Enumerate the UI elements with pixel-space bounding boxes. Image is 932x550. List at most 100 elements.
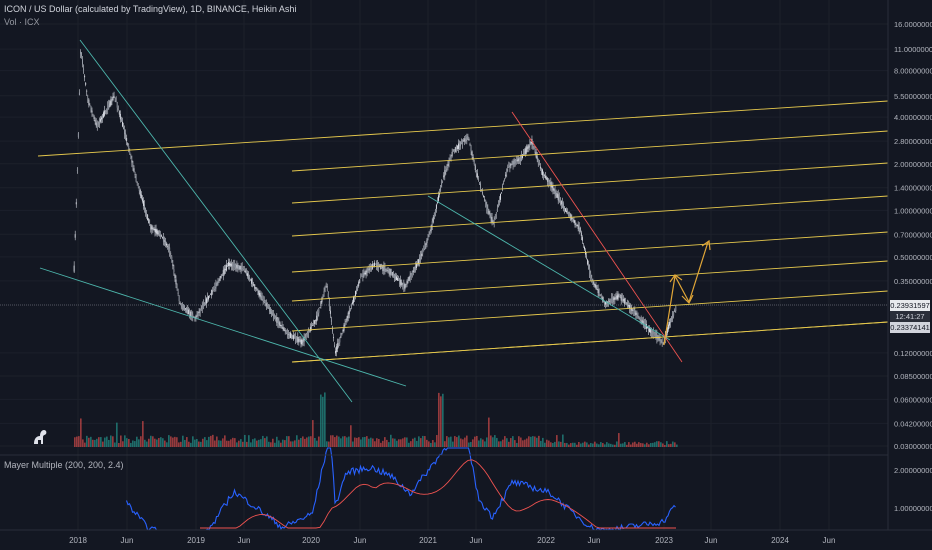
candle-body <box>492 221 494 223</box>
candle-body <box>504 179 506 181</box>
volume-bar <box>184 439 186 447</box>
candle-body <box>673 311 675 316</box>
candle-body <box>562 203 564 210</box>
candle-body <box>557 194 559 201</box>
y-tick-label: 0.06000000 <box>894 395 932 404</box>
volume-bar <box>650 443 652 447</box>
volume-bar <box>136 436 138 447</box>
volume-bar <box>86 435 88 447</box>
drawings[interactable] <box>37 39 889 403</box>
mayer-multiple-pane <box>125 447 676 531</box>
volume-bar <box>114 442 116 447</box>
candle-body <box>529 142 531 147</box>
candle-body <box>565 208 566 212</box>
candle-body <box>446 167 448 169</box>
candle-body <box>320 301 322 307</box>
volume-bar <box>174 436 176 447</box>
candle-body <box>506 169 508 174</box>
volume-bar <box>370 437 372 447</box>
candle-body <box>669 322 670 326</box>
candle-body <box>280 325 282 326</box>
volume-bar <box>266 436 268 447</box>
candle-body <box>661 340 663 343</box>
x-tick-label: Jun <box>121 536 134 545</box>
volume-bar <box>660 442 662 447</box>
logo-icon[interactable] <box>30 426 50 446</box>
candle-body <box>495 213 497 215</box>
volume-bar <box>362 437 364 447</box>
candle-body <box>130 155 132 159</box>
candle-body <box>166 243 167 246</box>
candle-body <box>246 273 248 277</box>
candle-body <box>625 302 627 305</box>
candle-body <box>424 244 426 250</box>
channel-line <box>291 195 889 237</box>
candle-body <box>189 311 191 315</box>
candle-body <box>539 166 541 169</box>
symbol-legend[interactable]: ICON / US Dollar (calculated by TradingV… <box>4 4 297 14</box>
volume-bar <box>610 443 612 447</box>
indicator-legend[interactable]: Mayer Multiple (200, 200, 2.4) <box>4 460 124 470</box>
candle-body <box>294 337 296 339</box>
volume-bar <box>520 437 522 447</box>
candle-body <box>650 329 652 333</box>
volume-bar <box>602 443 604 447</box>
candle-body <box>349 308 351 310</box>
candle-body <box>134 174 136 176</box>
volume-bar <box>496 437 498 447</box>
volume-bar <box>288 436 290 447</box>
volume-bar <box>408 442 410 447</box>
volume-bar <box>126 438 128 447</box>
candle-body <box>608 299 610 304</box>
trendline-2021 <box>427 195 671 341</box>
candle-body <box>235 264 237 268</box>
trendline-resistance <box>511 111 683 363</box>
volume-bar <box>456 437 458 447</box>
candle-body <box>583 246 585 250</box>
candle-body <box>517 158 519 162</box>
volume-bar <box>228 440 230 447</box>
volume-bar <box>532 436 534 447</box>
volume-bar <box>566 442 568 447</box>
indicator-y-tick-label: 1.00000000 <box>894 504 932 513</box>
candle-body <box>173 269 175 273</box>
volume-bar <box>194 439 196 447</box>
volume-bar <box>130 442 132 447</box>
volume-bar <box>644 444 646 447</box>
volume-bar <box>484 441 486 447</box>
candle-body <box>654 332 656 338</box>
candle-body <box>305 333 307 339</box>
candle-body <box>184 308 186 310</box>
candle-body <box>401 282 403 286</box>
candle-body <box>435 204 437 209</box>
candle-body <box>207 297 208 302</box>
candle-body <box>622 299 624 302</box>
volume-bar <box>458 435 460 447</box>
candle-body <box>278 320 280 326</box>
candle-body <box>617 293 619 300</box>
candle-body <box>176 286 178 289</box>
candle-body <box>427 237 429 240</box>
candle-body <box>180 304 182 306</box>
channel-line <box>291 231 889 273</box>
candle-body <box>295 336 297 341</box>
x-tick-label: 2022 <box>537 536 555 545</box>
candle-body <box>595 285 597 290</box>
candle-body <box>470 147 472 151</box>
candle-body <box>251 279 253 284</box>
volume-bar <box>654 442 656 447</box>
volume-bar <box>606 442 608 447</box>
candle-body <box>519 155 521 162</box>
volume-bar <box>462 439 464 447</box>
volume-bar <box>102 441 104 447</box>
candle-body <box>410 273 412 278</box>
candle-body <box>161 236 163 238</box>
mayer-multiple-line <box>125 447 676 531</box>
candle-body <box>496 208 498 211</box>
volume-bar <box>388 442 390 447</box>
volume-bar <box>488 417 490 447</box>
volume-legend[interactable]: Vol · ICX <box>4 17 40 27</box>
volume-bar <box>324 392 326 447</box>
candle-body <box>214 287 216 289</box>
